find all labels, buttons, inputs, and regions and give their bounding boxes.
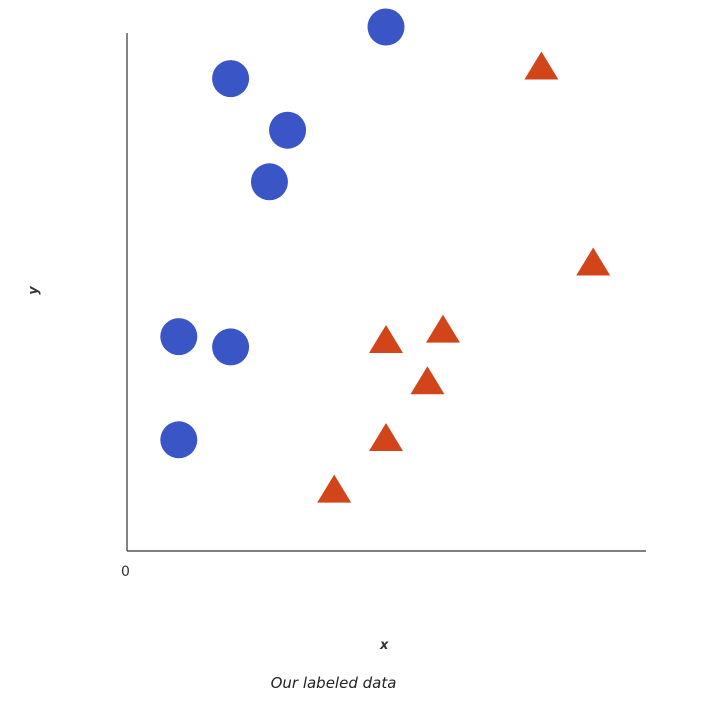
triangle-point-7 [576,247,611,276]
triangle-point-1 [317,474,352,503]
triangle-point-4 [410,366,445,395]
origin-tick-label: 0 [121,564,130,580]
circle-point-7 [367,8,405,46]
y-axis-label: y [26,286,42,295]
circle-point-1 [160,421,198,459]
x-axis-label: x [380,638,389,653]
data-marks [160,8,611,503]
circle-point-2 [160,318,198,356]
figure-caption: Our labeled data [270,674,397,692]
triangle-point-6 [524,51,559,80]
triangle-point-3 [369,324,403,353]
circle-point-3 [212,328,250,366]
triangle-point-5 [425,314,460,343]
circle-point-6 [269,111,307,149]
circle-point-5 [250,163,288,201]
circle-point-4 [212,60,250,98]
triangle-point-2 [369,423,403,451]
